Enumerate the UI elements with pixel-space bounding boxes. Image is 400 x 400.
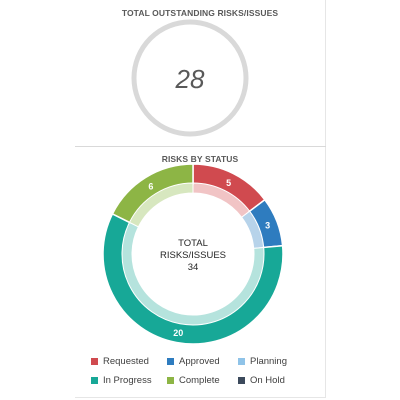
chart-legend: Requested Approved Planning In Progress …: [75, 352, 325, 392]
section-divider: [75, 146, 326, 147]
kpi-title: TOTAL OUTSTANDING RISKS/ISSUES: [121, 8, 279, 18]
center-label-line1: TOTAL: [178, 238, 208, 249]
legend-swatch: [91, 377, 98, 384]
legend-swatch: [91, 358, 98, 365]
risks-by-status-panel: RISKS BY STATUS 5 3 20 6 TOTAL RISKS/ISSUES 34…: [75, 147, 326, 398]
legend-item-approved: Approved: [167, 356, 220, 367]
kpi-panel: TOTAL OUTSTANDING RISKS/ISSUES 28: [75, 0, 326, 146]
legend-item-on-hold: On Hold: [238, 375, 285, 386]
legend-swatch: [167, 358, 174, 365]
legend-label: On Hold: [250, 375, 285, 386]
legend-item-in-progress: In Progress: [91, 375, 152, 386]
chart-title: RISKS BY STATUS: [161, 154, 239, 164]
kpi-value: 28: [175, 64, 205, 94]
center-label-line2: RISKS/ISSUES: [160, 250, 226, 261]
data-label-requested: 5: [226, 178, 231, 188]
center-value: 34: [188, 262, 199, 273]
legend-swatch: [238, 377, 245, 384]
legend-item-planning: Planning: [238, 356, 287, 367]
data-label-in-progress: 20: [173, 328, 183, 338]
kpi-circle-graphic: 28: [131, 19, 249, 137]
legend-label: In Progress: [103, 375, 152, 386]
legend-label: Planning: [250, 356, 287, 367]
data-label-approved: 3: [265, 221, 270, 231]
legend-label: Requested: [103, 356, 149, 367]
legend-swatch: [167, 377, 174, 384]
legend-label: Approved: [179, 356, 220, 367]
legend-item-complete: Complete: [167, 375, 220, 386]
legend-swatch: [238, 358, 245, 365]
legend-label: Complete: [179, 375, 220, 386]
data-label-complete: 6: [148, 181, 153, 191]
donut-inner-slice-complete: [128, 182, 194, 228]
legend-item-requested: Requested: [91, 356, 149, 367]
